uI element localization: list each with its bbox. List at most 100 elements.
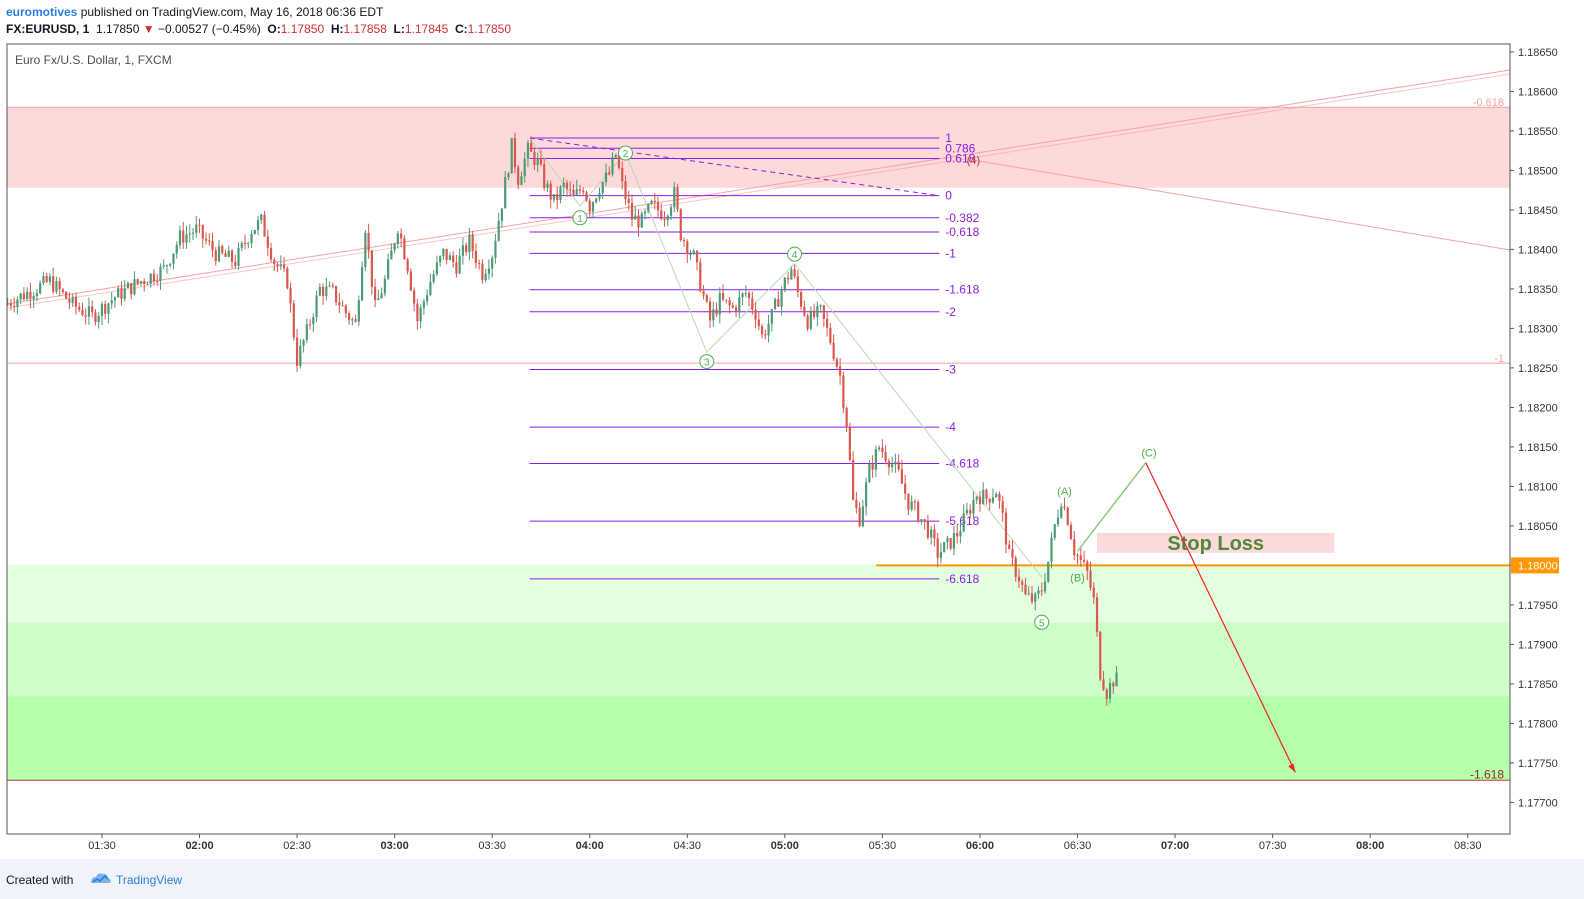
candle-body: [211, 241, 214, 251]
candle-body: [185, 234, 188, 243]
candle-body: [809, 310, 812, 329]
candle-body: [426, 295, 429, 302]
candle-body: [74, 296, 78, 307]
publish-line: euromotives published on TradingView.com…: [6, 5, 383, 19]
wave-label-circle: [617, 145, 633, 161]
candle-body: [858, 507, 861, 527]
candle-body: [786, 277, 790, 280]
candle-body: [175, 244, 178, 254]
candle-body: [1073, 539, 1076, 556]
candle-body: [435, 262, 438, 275]
candle-body: [796, 276, 799, 293]
candle-body: [221, 246, 224, 253]
candle-body: [643, 211, 647, 214]
candle-body: [123, 288, 126, 299]
candle-body: [507, 173, 510, 178]
candle-body: [162, 265, 165, 267]
plot-border: [6, 43, 1511, 835]
candle-body: [305, 324, 308, 341]
zone-label: -0.618: [1473, 97, 1504, 109]
y-tick-label: 1.17800: [1518, 718, 1558, 730]
candle-body: [904, 483, 907, 494]
candle-body: [721, 293, 725, 300]
candle-body: [923, 519, 926, 522]
wave-label: 3: [704, 358, 710, 369]
candle-body: [1076, 555, 1079, 557]
candle-body: [930, 529, 933, 538]
published-text: published on TradingView.com, May 16, 20…: [80, 5, 384, 19]
candle-body: [458, 255, 461, 274]
candle-body: [770, 309, 773, 324]
candle-body: [634, 215, 637, 220]
candle-body: [1115, 672, 1118, 687]
candle-body: [939, 552, 943, 558]
wave-label-circle: [1034, 614, 1050, 630]
candle-body: [552, 194, 556, 200]
candle-body: [224, 252, 227, 257]
candle-body: [682, 240, 686, 242]
candle-body: [42, 275, 45, 284]
candle-body: [1095, 597, 1099, 632]
candle-body: [891, 464, 894, 468]
wave-label: (B): [1070, 572, 1085, 584]
candle-body: [624, 181, 627, 200]
candle-body: [292, 303, 295, 338]
candle-body: [819, 305, 822, 307]
candle-body: [933, 529, 936, 539]
candle-body: [250, 233, 253, 244]
candle-body: [1108, 683, 1112, 699]
header: euromotives published on TradingView.com…: [0, 0, 1584, 40]
candle-body: [273, 259, 276, 264]
candle-body: [799, 292, 803, 307]
candle-body: [845, 408, 848, 428]
candle-body: [139, 281, 143, 284]
wave-label: (4): [967, 155, 980, 167]
candle-body: [461, 245, 465, 256]
candle-body: [1011, 549, 1014, 558]
candle-body: [803, 306, 806, 316]
candle-body: [754, 309, 757, 320]
candle-body: [982, 489, 985, 505]
candle-body: [104, 303, 107, 314]
candle-body: [913, 501, 917, 503]
candle-body: [1056, 517, 1060, 525]
candle-body: [429, 281, 432, 296]
candle-body: [13, 305, 16, 307]
fib-level-label: -0.382: [945, 211, 979, 225]
candle-body: [835, 359, 838, 367]
candle-body: [943, 542, 946, 553]
candle-body: [539, 158, 543, 165]
candle-body: [169, 263, 172, 266]
candle-body: [377, 298, 380, 301]
candle-body: [653, 200, 656, 202]
candle-body: [94, 312, 97, 322]
candle-body: [936, 538, 939, 558]
candle-body: [474, 250, 478, 264]
candle-body: [604, 172, 608, 183]
candle-body: [747, 292, 751, 299]
x-tick-label: 03:00: [381, 840, 409, 852]
candle-body: [26, 291, 29, 300]
candle-body: [842, 375, 845, 409]
candle-body: [822, 305, 825, 319]
x-tick-label: 03:30: [478, 840, 506, 852]
candle-body: [1027, 593, 1030, 595]
price-chart[interactable]: -0.618-1-1.61810.7860.6180-0.382-0.618-1…: [0, 40, 1584, 859]
candle-body: [1060, 506, 1063, 518]
candle-body: [689, 253, 692, 255]
author-link[interactable]: euromotives: [6, 5, 78, 19]
candle-body: [816, 306, 819, 317]
candle-body: [741, 293, 744, 298]
chart-area[interactable]: -0.618 -1 -1.618 1 0.786 0.618 0 -0.382 -0.618 -1…: [0, 40, 1584, 859]
candle-body: [442, 248, 445, 257]
candle-body: [413, 290, 416, 304]
fib-level-label: -2: [945, 305, 956, 319]
candle-body: [757, 319, 760, 327]
candle-body: [344, 305, 347, 314]
candle-body: [81, 309, 84, 316]
x-tick-label: 06:30: [1064, 840, 1092, 852]
tradingview-brand-link[interactable]: TradingView: [116, 873, 183, 887]
candle-body: [705, 295, 708, 302]
candle-body: [783, 277, 786, 290]
candle-body: [341, 305, 344, 307]
